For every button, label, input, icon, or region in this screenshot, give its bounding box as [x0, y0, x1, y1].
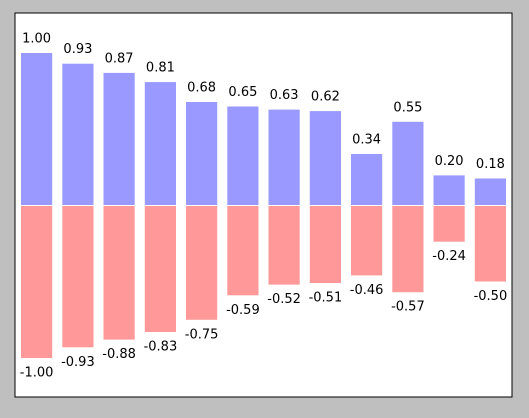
positive-bar-5	[185, 101, 219, 206]
negative-bar-4	[143, 205, 178, 333]
negative-bar-6	[226, 205, 260, 297]
positive-value-label-5: 0.68	[187, 81, 216, 96]
positive-value-label-4: 0.81	[146, 61, 175, 76]
negative-bar-1	[20, 205, 54, 359]
negative-bar-8	[308, 205, 342, 284]
positive-bar-11	[432, 174, 466, 206]
negative-value-label-8: -0.51	[309, 291, 343, 306]
negative-value-label-12: -0.50	[474, 289, 508, 304]
positive-bar-12	[473, 177, 507, 206]
positive-value-label-1: 1.00	[22, 32, 51, 47]
negative-bar-7	[267, 205, 301, 286]
negative-bar-5	[185, 205, 219, 321]
positive-value-label-6: 0.65	[228, 85, 257, 100]
positive-value-label-9: 0.34	[352, 133, 381, 148]
bars-layer	[20, 52, 507, 359]
negative-value-label-2: -0.93	[61, 355, 95, 370]
positive-value-label-3: 0.87	[105, 51, 134, 66]
positive-bar-6	[226, 105, 260, 206]
negative-value-label-7: -0.52	[267, 292, 301, 307]
positive-bar-2	[61, 62, 95, 207]
positive-bar-9	[350, 153, 384, 206]
negative-value-label-3: -0.88	[102, 347, 136, 362]
negative-value-label-10: -0.57	[391, 300, 425, 315]
negative-value-label-9: -0.46	[350, 283, 384, 298]
plot-area	[14, 12, 513, 398]
positive-value-label-7: 0.63	[270, 88, 299, 103]
positive-value-label-10: 0.55	[393, 100, 422, 115]
positive-bar-10	[391, 120, 425, 206]
negative-value-label-5: -0.75	[185, 327, 219, 342]
negative-bar-2	[61, 205, 95, 349]
positive-bar-4	[143, 81, 178, 206]
positive-bar-8	[308, 110, 342, 206]
negative-bar-3	[102, 205, 136, 341]
negative-bar-10	[391, 205, 425, 294]
negative-value-label-6: -0.59	[226, 303, 260, 318]
positive-bar-7	[267, 108, 301, 206]
positive-bar-3	[102, 71, 136, 207]
negative-bar-12	[473, 205, 507, 283]
negative-value-label-11: -0.24	[432, 249, 466, 264]
positive-value-label-12: 0.18	[476, 157, 505, 172]
positive-value-label-8: 0.62	[311, 90, 340, 105]
negative-bar-11	[432, 205, 466, 243]
positive-value-label-11: 0.20	[435, 154, 464, 169]
positive-bar-1	[20, 52, 54, 206]
negative-value-label-1: -1.00	[20, 366, 54, 381]
positive-value-label-2: 0.93	[63, 42, 92, 57]
data-labels-layer: 1.00 0.93 0.87 0.81 0.68 0.65 0.63 0.62 0.34 0.55…	[20, 32, 507, 381]
negative-value-label-4: -0.83	[144, 340, 178, 355]
negative-bar-9	[350, 205, 384, 277]
